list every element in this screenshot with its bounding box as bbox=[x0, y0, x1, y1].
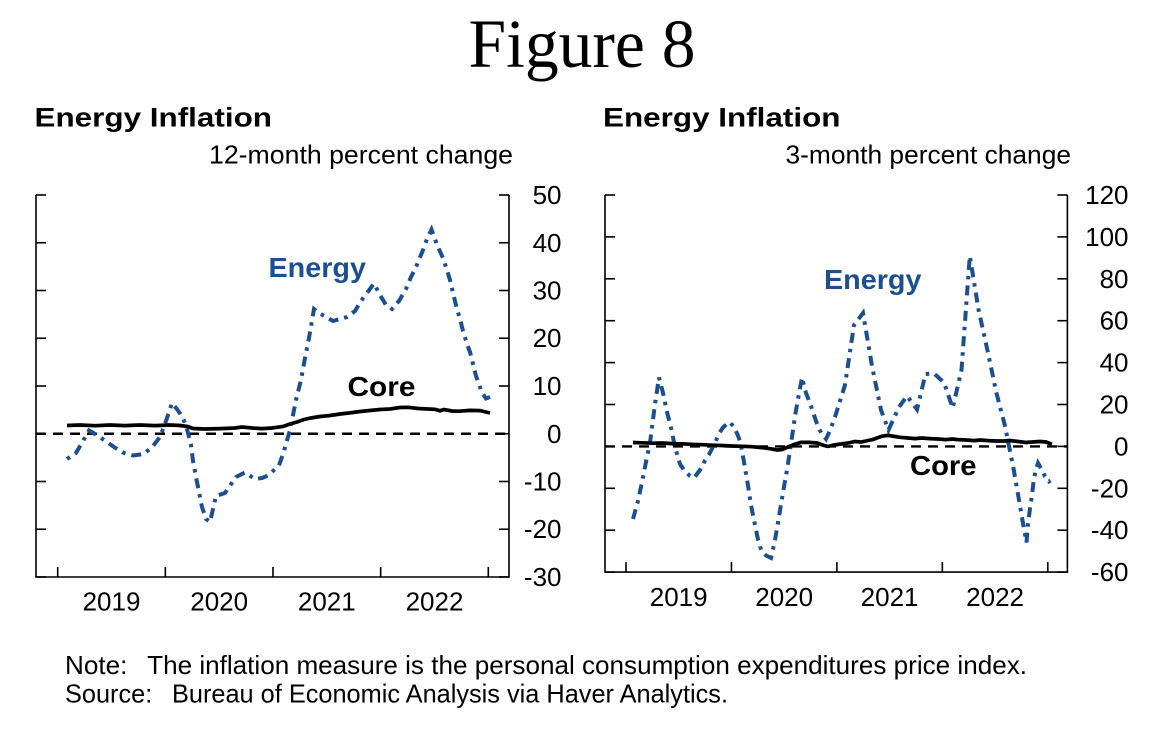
svg-text:Energy: Energy bbox=[269, 252, 367, 283]
svg-text:12-month percent change: 12-month percent change bbox=[209, 140, 513, 170]
svg-text:0: 0 bbox=[1114, 431, 1128, 461]
svg-text:-20: -20 bbox=[524, 514, 562, 544]
svg-text:10: 10 bbox=[533, 371, 562, 401]
svg-text:2019: 2019 bbox=[83, 587, 141, 617]
svg-text:2022: 2022 bbox=[966, 582, 1024, 612]
svg-text:50: 50 bbox=[533, 180, 562, 210]
svg-text:-40: -40 bbox=[1091, 515, 1129, 545]
svg-text:Core: Core bbox=[348, 371, 416, 402]
svg-text:2020: 2020 bbox=[190, 587, 248, 617]
svg-text:2022: 2022 bbox=[406, 587, 464, 617]
svg-text:20: 20 bbox=[1100, 390, 1129, 420]
svg-text:Core: Core bbox=[910, 450, 977, 481]
svg-text:40: 40 bbox=[1100, 348, 1129, 378]
svg-text:3-month percent change: 3-month percent change bbox=[786, 140, 1072, 170]
svg-text:-20: -20 bbox=[1091, 473, 1129, 503]
svg-text:Energy Inflation: Energy Inflation bbox=[603, 103, 841, 133]
svg-text:2019: 2019 bbox=[650, 582, 708, 612]
svg-text:Figure 8: Figure 8 bbox=[469, 6, 696, 82]
svg-text:Energy Inflation: Energy Inflation bbox=[35, 103, 273, 133]
svg-text:Energy: Energy bbox=[824, 264, 922, 295]
svg-text:60: 60 bbox=[1100, 306, 1129, 336]
svg-text:40: 40 bbox=[533, 228, 562, 258]
svg-text:-30: -30 bbox=[524, 562, 562, 592]
svg-text:2020: 2020 bbox=[755, 582, 813, 612]
svg-text:0: 0 bbox=[547, 419, 561, 449]
svg-text:Note: The inflation measure i: Note: The inflation measure is the perso… bbox=[65, 650, 1027, 680]
svg-text:20: 20 bbox=[533, 323, 562, 353]
svg-text:120: 120 bbox=[1085, 180, 1128, 210]
svg-text:-60: -60 bbox=[1091, 557, 1129, 587]
svg-text:-10: -10 bbox=[524, 467, 562, 497]
svg-text:30: 30 bbox=[533, 276, 562, 306]
svg-text:2021: 2021 bbox=[861, 582, 919, 612]
svg-text:100: 100 bbox=[1085, 222, 1128, 252]
svg-text:Source: Bureau of Economic An: Source: Bureau of Economic Analysis via … bbox=[65, 679, 728, 709]
svg-text:2021: 2021 bbox=[298, 587, 356, 617]
svg-text:80: 80 bbox=[1100, 264, 1129, 294]
